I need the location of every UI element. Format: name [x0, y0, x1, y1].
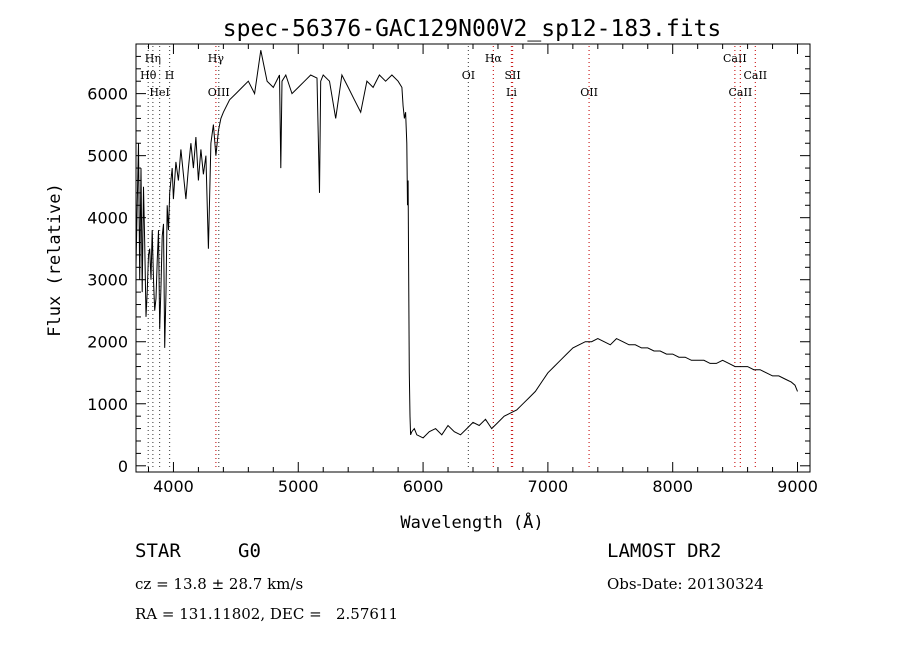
x-tick-label: 8000 — [652, 477, 693, 496]
spectral-line-label: Hη — [145, 52, 161, 65]
spectral-line-label: CaII — [743, 69, 767, 82]
redshift-cz: cz = 13.8 ± 28.7 km/s — [135, 575, 304, 593]
x-tick-label: 9000 — [777, 477, 818, 496]
spectral-line-label: Hγ — [208, 52, 225, 65]
x-tick-label: 5000 — [278, 477, 319, 496]
y-tick-label: 2000 — [87, 333, 128, 352]
y-tick-label: 3000 — [87, 271, 128, 290]
y-tick-label: 1000 — [87, 395, 128, 414]
y-tick-label: 6000 — [87, 85, 128, 104]
x-axis-label: Wavelength (Å) — [400, 511, 543, 533]
spectral-line-label: SII — [504, 69, 520, 82]
spectral-line-label: Li — [506, 86, 517, 99]
y-tick-label: 4000 — [87, 209, 128, 228]
y-tick-label: 5000 — [87, 147, 128, 166]
y-tick-label: 0 — [118, 457, 128, 476]
plot-frame — [135, 43, 811, 473]
spectrum-line — [135, 50, 798, 439]
spectral-line-label: OII — [580, 86, 598, 99]
chart-title: spec-56376-GAC129N00V2_sp12-183.fits — [223, 16, 722, 42]
object-class: STAR — [135, 540, 181, 562]
spectral-line-label: OIII — [208, 86, 230, 99]
spectral-line-label: CaII — [729, 86, 753, 99]
spectral-line-label: OI — [462, 69, 475, 82]
spectral-line-label: Hα — [485, 52, 503, 65]
survey-name: LAMOST DR2 — [607, 540, 722, 562]
spectral-line-label: H — [165, 69, 175, 82]
spectral-line-label: HeI — [149, 86, 169, 99]
x-tick-label: 7000 — [528, 477, 569, 496]
spectral-line-label: CaII — [723, 52, 747, 65]
x-tick-label: 4000 — [153, 477, 194, 496]
object-subclass: G0 — [238, 540, 261, 562]
x-tick-label: 6000 — [403, 477, 444, 496]
observation-date: Obs-Date: 20130324 — [607, 575, 764, 593]
y-axis-label: Flux (relative) — [45, 183, 65, 337]
ra-dec: RA = 131.11802, DEC = 2.57611 — [135, 605, 399, 623]
spectral-line-label: Hθ — [140, 69, 157, 82]
